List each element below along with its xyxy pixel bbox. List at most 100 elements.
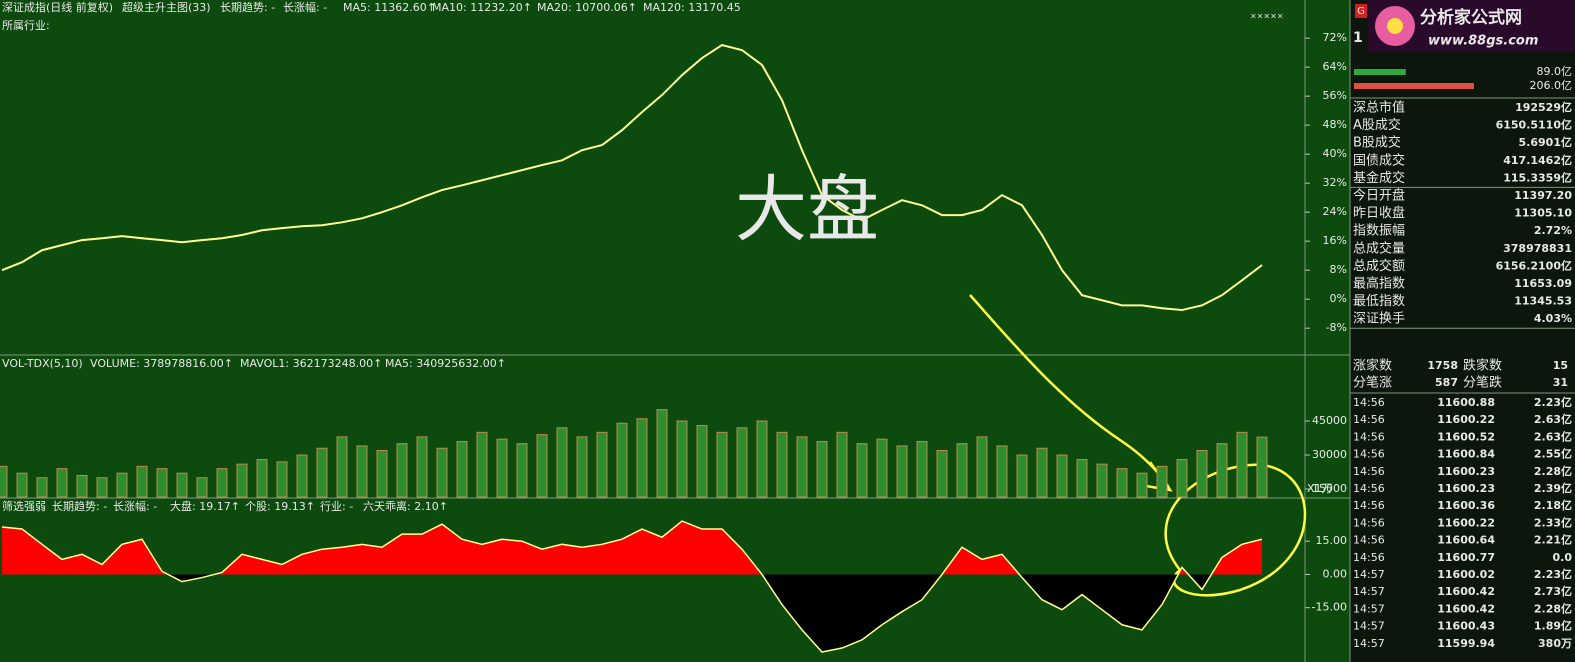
stat-label: 最高指数 — [1353, 276, 1405, 292]
y-tick-label: 8% — [1330, 263, 1347, 276]
ma5: MA5: 11362.60↑ — [343, 1, 436, 14]
industry: 所属行业: — [2, 19, 50, 32]
volume-bar — [876, 438, 888, 498]
volume-bar — [356, 445, 368, 498]
vol-name: VOL-TDX(5,10) — [2, 357, 83, 370]
volume-bar — [296, 454, 308, 498]
y-tick-label: 72% — [1323, 31, 1347, 44]
trade-amount: 2.23亿 — [1534, 395, 1572, 409]
y-tick-label: 0% — [1330, 292, 1347, 305]
stat-label: A股成交 — [1353, 117, 1401, 133]
trade-amount: 380万 — [1538, 637, 1572, 650]
volume-bar — [76, 474, 88, 498]
logo: 分析家公式网 — [1420, 7, 1522, 28]
volume-bar — [376, 449, 388, 498]
ind-name: 筛选强弱 — [2, 499, 46, 513]
trade-amount: 2.73亿 — [1534, 584, 1572, 598]
volume-bar — [896, 445, 908, 498]
y-tick-label: 56% — [1323, 89, 1347, 102]
count-value: 31 — [1553, 376, 1568, 389]
volume-bar — [756, 420, 768, 498]
volume-bar — [576, 436, 588, 498]
volume-bar — [996, 445, 1008, 498]
stat-value: 115.3359亿 — [1503, 170, 1572, 184]
volume-bar — [1076, 459, 1088, 498]
trade-price: 11600.36 — [1437, 499, 1495, 512]
trade-price: 11599.94 — [1437, 637, 1495, 650]
trade-price: 11600.22 — [1437, 516, 1495, 529]
volume-bar — [1236, 431, 1248, 498]
ind-market: 大盘: 19.17↑ — [170, 499, 240, 513]
y-tick-label: 15.00 — [1316, 534, 1348, 547]
trade-price: 11600.23 — [1437, 465, 1495, 478]
trade-amount: 2.28亿 — [1534, 464, 1572, 478]
count-value: 15 — [1553, 359, 1568, 372]
trade-price: 11600.88 — [1437, 396, 1495, 409]
volume-bar — [1156, 465, 1168, 498]
area-neg — [2, 574, 1262, 653]
volume-bar — [36, 477, 48, 498]
vol-volume: VOLUME: 378978816.00↑ — [90, 357, 233, 370]
trade-time: 14:56 — [1353, 551, 1385, 564]
volume-bar — [16, 472, 28, 498]
stat-label: 昨日收盘 — [1353, 205, 1405, 221]
volume-bar — [476, 431, 488, 498]
y-tick-label: 32% — [1323, 176, 1347, 189]
y-tick-label: -15.00 — [1312, 601, 1347, 614]
count-label: 分笔涨 — [1353, 375, 1392, 391]
volume-bar — [1096, 463, 1108, 498]
formula: 超级主升主图(33) — [122, 0, 211, 14]
vol-mavol: MAVOL1: 362173248.00↑ — [240, 357, 382, 370]
volume-bar — [1136, 472, 1148, 498]
volume-bar — [236, 463, 248, 498]
stat-value: 417.1462亿 — [1503, 153, 1572, 167]
stat-value: 6156.2100亿 — [1496, 258, 1572, 272]
unit: X1万 — [1307, 482, 1333, 495]
ind-trend: 长期趋势: - — [52, 500, 107, 513]
stat-label: 深总市值 — [1353, 100, 1405, 116]
volume-bar — [1016, 454, 1028, 498]
ind-stock: 个股: 19.13↑ — [245, 500, 315, 513]
stat-label: 今日开盘 — [1353, 188, 1405, 204]
trade-time: 14:56 — [1353, 413, 1385, 426]
volume-bar — [496, 438, 508, 498]
side-bg — [1350, 0, 1575, 662]
marks: ××××× — [1250, 12, 1284, 21]
volume-bar — [1176, 459, 1188, 498]
area-pos — [2, 521, 1262, 575]
trade-price: 11600.22 — [1437, 413, 1495, 426]
volume-bar — [976, 436, 988, 498]
volume-bar — [716, 431, 728, 498]
stat-label: 国债成交 — [1353, 152, 1405, 168]
volume-bar — [1216, 443, 1228, 498]
volume-bar — [796, 436, 808, 498]
trade-price: 11600.23 — [1437, 482, 1495, 495]
trade-time: 14:56 — [1353, 430, 1385, 443]
volume-bar — [536, 434, 548, 498]
volume-bar — [616, 422, 628, 498]
trade-price: 11600.64 — [1437, 534, 1495, 547]
annotation: 大盘 — [735, 168, 879, 252]
y-tick-label: 0.00 — [1323, 567, 1348, 580]
volume-bar — [676, 420, 688, 498]
volume-bar — [956, 443, 968, 498]
ind-industry: 行业: - — [320, 500, 353, 513]
count-label: 涨家数 — [1353, 358, 1392, 374]
volume-bar — [636, 418, 648, 498]
price-line — [1, 43, 1263, 312]
volume-bar — [396, 443, 408, 498]
volume-bar — [336, 436, 348, 498]
ind-bias: 六天乖离: 2.10↑ — [363, 499, 448, 513]
y-tick-label: 45000 — [1312, 414, 1347, 427]
y-tick-label: 40% — [1323, 147, 1347, 160]
trade-time: 14:56 — [1353, 482, 1385, 495]
volume-bar — [856, 443, 868, 498]
trade-price: 11600.77 — [1437, 551, 1495, 564]
ma10: MA10: 11232.20↑ — [432, 1, 532, 14]
volume-bar — [216, 468, 228, 498]
volume-bar — [316, 447, 328, 498]
stat-label: 总成交额 — [1353, 258, 1405, 274]
trade-price: 11600.02 — [1437, 568, 1495, 581]
